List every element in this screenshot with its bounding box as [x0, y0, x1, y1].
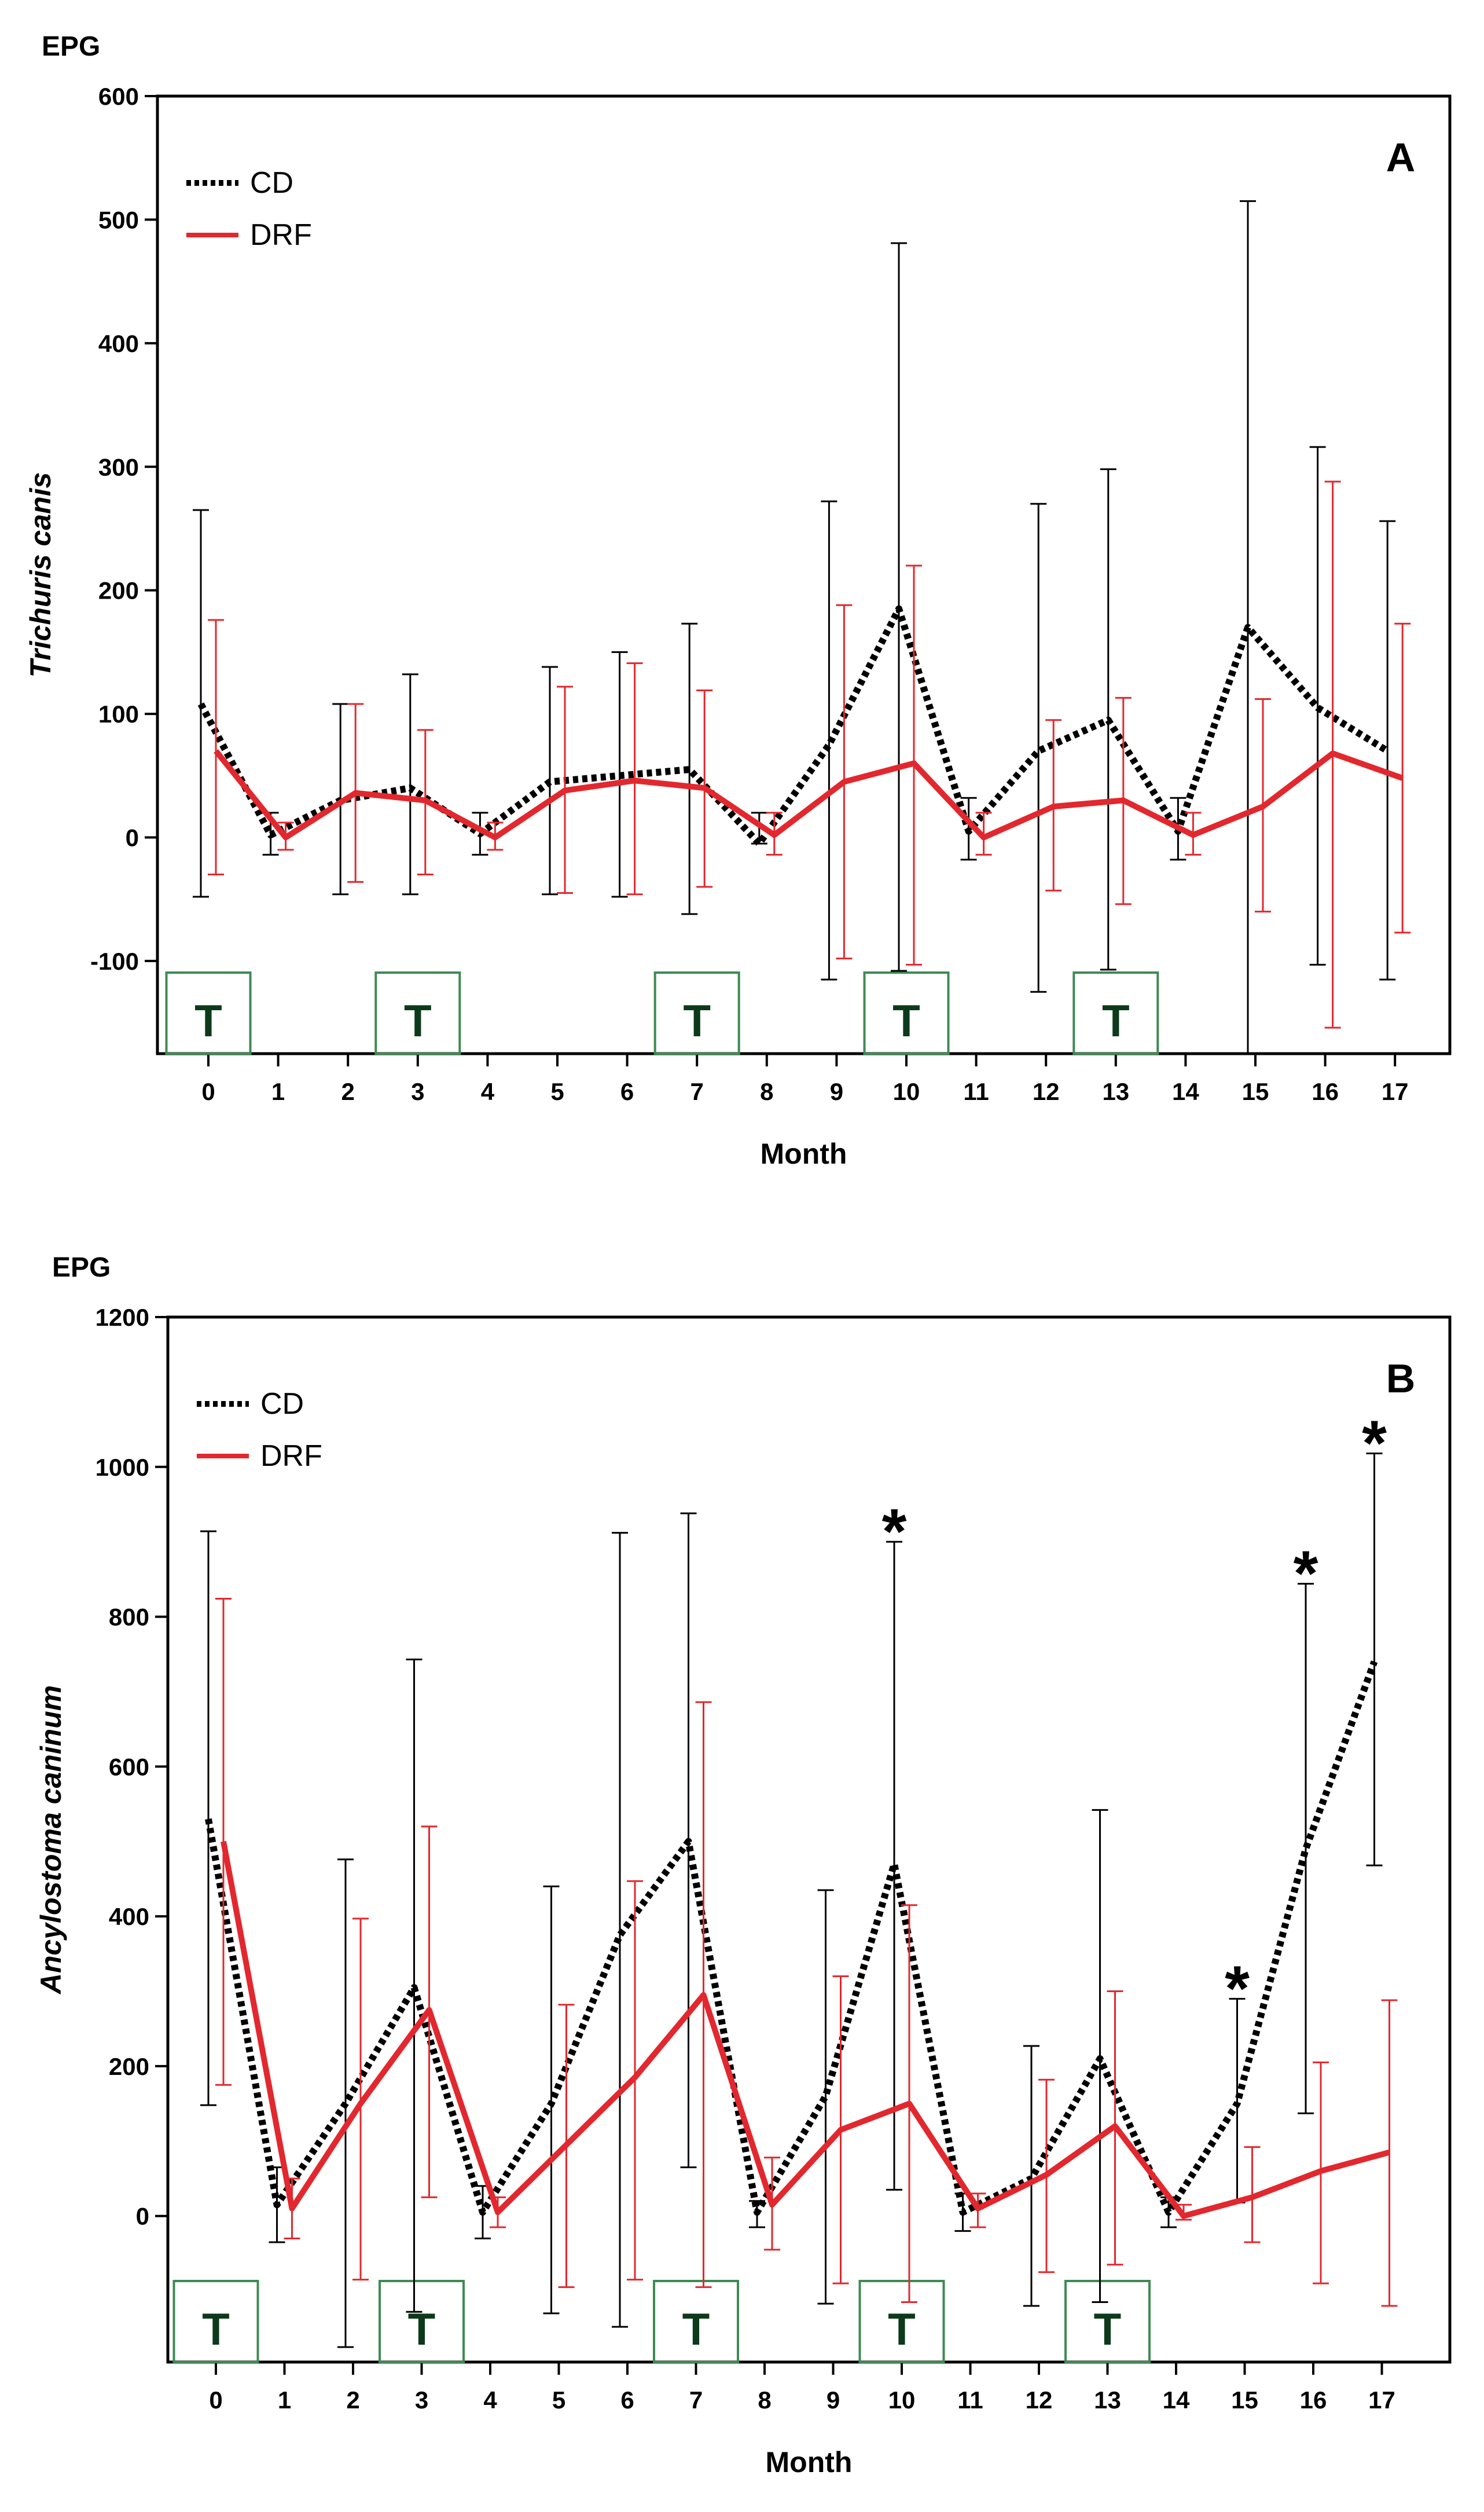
y-axis-title: EPG: [52, 1252, 111, 1283]
x-tick-label: 11: [957, 2386, 983, 2414]
x-tick-label: 2: [341, 1078, 355, 1105]
y-tick-label: 0: [126, 824, 139, 852]
treatment-label: T: [683, 995, 711, 1046]
x-tick-label: 7: [689, 2386, 703, 2414]
y-tick-label: 400: [109, 1903, 149, 1930]
y-tick-label: 200: [98, 577, 139, 604]
treatment-box: [379, 2280, 465, 2363]
x-tick-label: 8: [758, 2386, 771, 2414]
series-cd: [193, 200, 1396, 1055]
legend-label-cd: CD: [260, 1387, 304, 1421]
series-line-drf: [214, 749, 1404, 841]
x-tick-label: 17: [1368, 2386, 1395, 2414]
x-tick-label: 2: [346, 2386, 359, 2414]
x-tick-label: 16: [1312, 1078, 1339, 1105]
x-tick-label: 11: [963, 1078, 989, 1105]
x-tick-label: 14: [1172, 1078, 1199, 1105]
treatment-box: [653, 971, 740, 1055]
x-tick-label: 13: [1102, 1078, 1129, 1105]
y-tick-label: 200: [109, 2053, 149, 2080]
treatment-box: [863, 971, 950, 1055]
x-tick-label: 4: [483, 2386, 497, 2414]
y-tick-label: 1000: [95, 1454, 149, 1481]
y-axis-title: EPG: [42, 31, 100, 62]
x-tick-label: 12: [1033, 1078, 1060, 1105]
treatment-box: [374, 971, 461, 1055]
x-tick-label: 1: [278, 2386, 291, 2414]
significance-marker: *: [1225, 1953, 1250, 2024]
legend-label-drf: DRF: [260, 1439, 322, 1473]
y-tick-label: 0: [136, 2203, 149, 2230]
treatment-label: T: [682, 2304, 710, 2355]
y-tick-label: 300: [98, 453, 139, 481]
treatment-label: T: [892, 995, 920, 1046]
x-axis-label: Month: [766, 2446, 853, 2478]
treatment-box: [858, 2280, 945, 2363]
x-tick-label: 12: [1026, 2386, 1053, 2414]
treatment-label: T: [1102, 995, 1130, 1046]
treatment-label: T: [404, 995, 432, 1046]
significance-marker: *: [1294, 1538, 1318, 1609]
treatment-box: [165, 971, 252, 1055]
panel-b: EPG 0 200 400 600 800 1000 1200 Ancylostoma cani…: [35, 1252, 1452, 2478]
y-tick-label: 600: [109, 1753, 149, 1780]
x-tick-label: 3: [411, 1078, 424, 1105]
y-tick-label: 100: [98, 701, 139, 728]
x-tick-label: 17: [1382, 1078, 1409, 1105]
x-tick-label: 6: [620, 2386, 634, 2414]
x-tick-label: 15: [1242, 1078, 1269, 1105]
x-tick-label: 8: [760, 1078, 773, 1105]
y-tick-label: 500: [98, 206, 139, 233]
treatment-label: T: [194, 995, 222, 1046]
significance-marker: *: [882, 1496, 907, 1567]
x-tick-label: 0: [209, 2386, 222, 2414]
series-cd: [200, 1452, 1383, 2348]
y-axis-label: Ancylostoma caninum: [35, 1685, 67, 1995]
series-drf: [208, 481, 1411, 1029]
x-tick-label: 9: [830, 1078, 843, 1105]
x-tick-label: 7: [690, 1078, 704, 1105]
y-axis-label: Trichuris canis: [24, 472, 57, 678]
x-tick-label: 9: [827, 2386, 840, 2414]
x-tick-label: 4: [481, 1078, 495, 1105]
panel-label: B: [1386, 1356, 1416, 1401]
x-tick-label: 1: [271, 1078, 285, 1105]
series-line-drf: [221, 1840, 1390, 2219]
y-tick-label: 400: [98, 330, 139, 357]
plot-frame: [166, 1315, 1452, 2364]
x-tick-label: 16: [1300, 2386, 1327, 2414]
significance-marker: *: [1362, 1407, 1387, 1479]
plot-frame: [156, 94, 1452, 1055]
y-tick-label: 1200: [95, 1304, 149, 1331]
x-tick-label: 6: [620, 1078, 634, 1105]
x-tick-label: 14: [1163, 2386, 1190, 2414]
treatment-label: T: [202, 2304, 230, 2355]
x-tick-label: 3: [415, 2386, 428, 2414]
legend-label-drf: DRF: [250, 218, 312, 252]
series-line-cd: [205, 1660, 1378, 2216]
series-line-cd: [197, 605, 1390, 848]
treatment-box: [1064, 2280, 1151, 2363]
y-tick-label: 600: [98, 83, 139, 110]
x-tick-label: 10: [893, 1078, 920, 1105]
x-tick-label: 13: [1094, 2386, 1121, 2414]
x-tick-label: 5: [552, 2386, 565, 2414]
x-axis-label: Month: [761, 1138, 847, 1170]
legend-label-cd: CD: [250, 166, 293, 200]
y-tick-label: 800: [109, 1604, 149, 1631]
panel-label: A: [1386, 135, 1416, 180]
series-drf: [215, 1598, 1398, 2307]
x-tick-label: 10: [888, 2386, 916, 2414]
y-tick-label: -100: [90, 948, 139, 975]
x-tick-label: 5: [550, 1078, 564, 1105]
treatment-box: [172, 2280, 259, 2363]
treatment-box: [653, 2280, 739, 2363]
x-tick-label: 0: [201, 1078, 215, 1105]
treatment-box: [1072, 971, 1159, 1055]
treatment-label: T: [1094, 2304, 1122, 2355]
x-tick-label: 15: [1231, 2386, 1258, 2414]
treatment-label: T: [888, 2304, 916, 2355]
